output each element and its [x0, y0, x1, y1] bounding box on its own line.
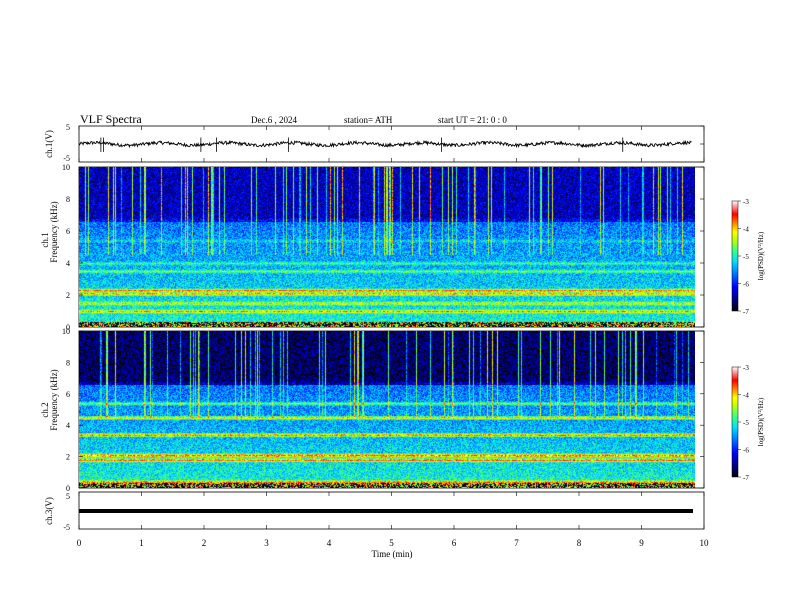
ch1-spec-ytick-label-4: 8 [66, 195, 70, 204]
ch2-colorbar: -3 -4 -5 -6 -7 log(PSD)(V²/Hz) [731, 364, 765, 482]
xtick-label-1: 1 [139, 538, 144, 548]
xtick-label-6: 6 [452, 538, 457, 548]
xtick-label-2: 2 [202, 538, 207, 548]
date-label: Dec.6 , 2024 [251, 115, 297, 125]
ch2-colorbar-gradient [731, 366, 739, 478]
ch2-spec-ytick-label-4: 8 [66, 358, 70, 367]
ch1-spec-ylabel-freq: Frequency (kHz) [49, 201, 59, 262]
xtick-label-10: 10 [700, 538, 710, 548]
ch3-waveform-panel: 5 -5 ch.3(V) [44, 491, 705, 532]
ch2-spectrogram-canvas-wrap [79, 331, 695, 488]
ch1-cbtick-label-2: -5 [743, 253, 749, 261]
ch2-cbtick-label-1: -4 [743, 392, 749, 400]
ch1-ytick-bottom: -5 [63, 154, 70, 163]
ch1-cbtick-label-3: -6 [743, 281, 749, 289]
ch2-colorbar-ticks: -3 -4 -5 -6 -7 [738, 364, 749, 482]
ch1-cbtick-label-1: -4 [743, 226, 749, 234]
ch3-ytick-bottom: -5 [63, 523, 70, 532]
ch2-spectrogram-image [79, 331, 695, 488]
ch2-colorbar-label: log(PSD)(V²/Hz) [757, 397, 765, 446]
ch1-waveform-trace [78, 139, 692, 149]
xtick-label-4: 4 [327, 538, 332, 548]
ch2-spec-ytick-label-2: 4 [66, 421, 70, 430]
ch2-spec-ytick-label-1: 2 [66, 453, 70, 462]
ch1-ytick-top: 5 [66, 123, 70, 132]
ch2-cbtick-label-0: -3 [743, 364, 749, 372]
xtick-label-0: 0 [77, 538, 82, 548]
ch1-spectrogram-panel: 0 2 4 6 8 10 ch.1 Frequency (kHz) [40, 163, 705, 332]
start-time-label: start UT = 21: 0 : 0 [438, 115, 507, 125]
ch1-spec-ylabel-channel: ch.1 [40, 232, 50, 247]
ch3-ylabel: ch.3(V) [44, 497, 54, 525]
ch2-spec-ylabel-channel: ch.2 [40, 402, 50, 417]
ch1-spec-ytick-label-3: 6 [66, 227, 70, 236]
ch1-colorbar-gradient [731, 200, 739, 312]
ch1-colorbar-label: log(PSD)(V²/Hz) [757, 231, 765, 280]
ch2-cbtick-label-3: -6 [743, 447, 749, 455]
x-axis-ticks: 0 1 2 3 4 5 6 7 8 9 10 [77, 126, 709, 548]
ch1-spec-ytick-label-0: 0 [66, 323, 70, 332]
ch1-spec-ytick-label-1: 2 [66, 291, 70, 300]
ch1-spectrogram-canvas-wrap [79, 167, 695, 327]
ch2-spectrogram-panel: 0 2 4 6 8 10 ch.2 Frequency (kHz) [40, 327, 705, 493]
ch2-spec-ytick-label-0: 0 [66, 484, 70, 493]
ch2-cbtick-label-4: -7 [743, 474, 749, 482]
ch1-colorbar: -3 -4 -5 -6 -7 log(PSD)(V²/Hz) [731, 198, 765, 316]
ch1-spikes [100, 125, 704, 163]
ch2-spec-ytick-label-5: 10 [62, 327, 70, 336]
ch3-ytick-top: 5 [66, 492, 70, 501]
xtick-label-9: 9 [639, 538, 644, 548]
ch1-spec-ytick-label-2: 4 [66, 259, 70, 268]
ch2-spec-ytick-label-3: 6 [66, 390, 70, 399]
ch2-spec-yticks: 0 2 4 6 8 10 [62, 327, 704, 493]
xtick-label-5: 5 [389, 538, 394, 548]
xtick-label-3: 3 [264, 538, 269, 548]
ch3-waveform-trace [79, 509, 693, 513]
xtick-label-8: 8 [577, 538, 582, 548]
station-label: station= ATH [344, 115, 393, 125]
ch1-spec-yticks: 0 2 4 6 8 10 [62, 163, 704, 332]
ch2-spec-ylabel-freq: Frequency (kHz) [49, 369, 59, 430]
xtick-label-7: 7 [514, 538, 519, 548]
ch1-colorbar-ticks: -3 -4 -5 -6 -7 [738, 198, 749, 316]
ch1-spectrogram-image [79, 167, 695, 327]
ch2-cbtick-label-2: -5 [743, 419, 749, 427]
figure-title: VLF Spectra [80, 112, 142, 126]
ch1-ylabel: ch.1(V) [44, 130, 54, 158]
ch1-cbtick-label-4: -7 [743, 308, 749, 316]
x-axis-label: Time (min) [372, 549, 413, 559]
ch1-cbtick-label-0: -3 [743, 198, 749, 206]
ch1-waveform-panel: 5 -5 ch.1(V) [44, 123, 705, 163]
ch1-spec-ytick-label-5: 10 [62, 163, 70, 172]
